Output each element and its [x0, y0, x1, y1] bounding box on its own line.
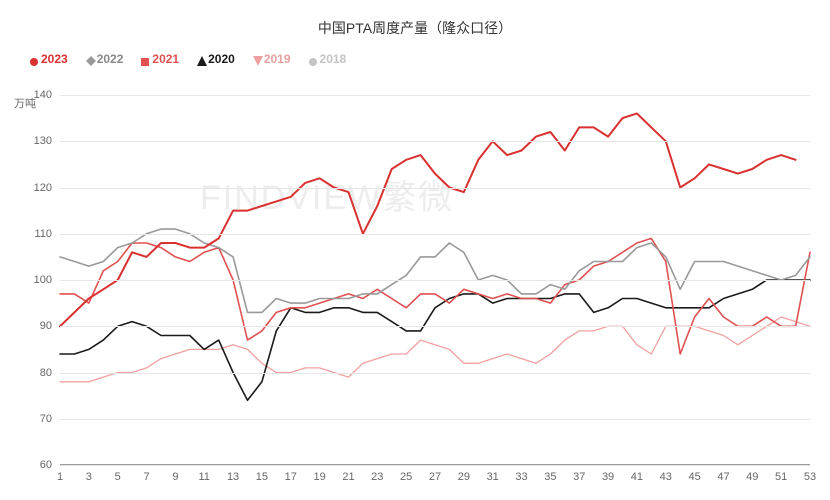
legend-item-2021[interactable]: 2021 [141, 52, 179, 66]
y-tick: 70 [22, 413, 52, 425]
legend-item-2018[interactable]: 2018 [309, 52, 347, 66]
chart-title: 中国PTA周度产量（隆众口径） [0, 0, 830, 38]
y-tick: 100 [22, 274, 52, 286]
y-tick: 120 [22, 182, 52, 194]
chart-container: 中国PTA周度产量（隆众口径） 2023 2022 2021 2020 2019 2018… [0, 0, 830, 500]
diamond-icon [86, 55, 94, 63]
x-tick: 9 [172, 471, 178, 483]
x-tick: 49 [746, 471, 758, 483]
legend-label: 2022 [97, 52, 124, 66]
x-tick: 5 [115, 471, 121, 483]
legend-label: 2023 [41, 52, 68, 66]
series-line [60, 229, 810, 312]
y-tick: 80 [22, 367, 52, 379]
x-tick: 3 [86, 471, 92, 483]
legend-label: 2021 [152, 52, 179, 66]
x-tick: 51 [775, 471, 787, 483]
x-tick: 33 [515, 471, 527, 483]
x-tick: 11 [199, 471, 210, 483]
x-tick: 23 [371, 471, 383, 483]
x-tick: 41 [631, 471, 643, 483]
legend-item-2020[interactable]: 2020 [197, 52, 235, 66]
x-tick: 35 [544, 471, 556, 483]
triangle-icon [197, 55, 205, 63]
x-tick: 13 [227, 471, 239, 483]
circle-icon [309, 55, 317, 63]
series-line [60, 238, 810, 354]
x-tick: 37 [573, 471, 585, 483]
x-tick: 15 [256, 471, 268, 483]
grid-line [60, 234, 810, 235]
y-tick: 90 [22, 320, 52, 332]
legend-label: 2018 [320, 52, 347, 66]
grid-line [60, 326, 810, 327]
y-tick: 60 [22, 459, 52, 471]
x-tick: 21 [342, 471, 354, 483]
legend: 2023 2022 2021 2020 2019 2018 [0, 52, 830, 66]
tri-down-icon [253, 55, 261, 63]
x-tick: 1 [57, 471, 63, 483]
series-line [60, 280, 810, 400]
grid-line [60, 419, 810, 420]
x-tick: 27 [429, 471, 441, 483]
grid-line [60, 465, 810, 466]
x-tick: 47 [717, 471, 729, 483]
grid-line [60, 141, 810, 142]
legend-label: 2019 [264, 52, 291, 66]
legend-item-2019[interactable]: 2019 [253, 52, 291, 66]
circle-icon [30, 55, 38, 63]
legend-item-2022[interactable]: 2022 [86, 52, 124, 66]
legend-item-2023[interactable]: 2023 [30, 52, 68, 66]
y-tick: 110 [22, 228, 52, 240]
grid-line [60, 95, 810, 96]
x-tick: 45 [688, 471, 700, 483]
plot-area: 6070809010011012013014013579111315171921… [60, 95, 810, 465]
x-tick: 31 [487, 471, 499, 483]
legend-label: 2020 [208, 52, 235, 66]
grid-line [60, 188, 810, 189]
x-tick: 19 [313, 471, 325, 483]
x-tick: 53 [804, 471, 816, 483]
x-tick: 29 [458, 471, 470, 483]
grid-line [60, 373, 810, 374]
y-tick: 130 [22, 135, 52, 147]
grid-line [60, 280, 810, 281]
x-tick: 17 [285, 471, 297, 483]
x-tick: 43 [660, 471, 672, 483]
x-tick: 39 [602, 471, 614, 483]
y-tick: 140 [22, 89, 52, 101]
x-tick: 25 [400, 471, 412, 483]
square-icon [141, 55, 149, 63]
x-tick: 7 [143, 471, 149, 483]
